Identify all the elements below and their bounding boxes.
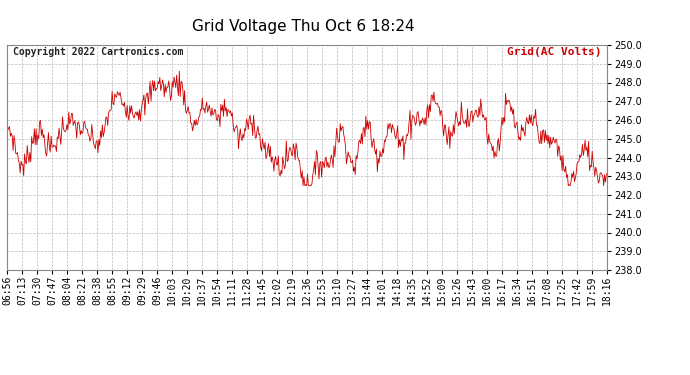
Text: Grid Voltage Thu Oct 6 18:24: Grid Voltage Thu Oct 6 18:24 — [193, 19, 415, 34]
Text: Grid(AC Volts): Grid(AC Volts) — [506, 47, 601, 57]
Text: Copyright 2022 Cartronics.com: Copyright 2022 Cartronics.com — [13, 47, 184, 57]
